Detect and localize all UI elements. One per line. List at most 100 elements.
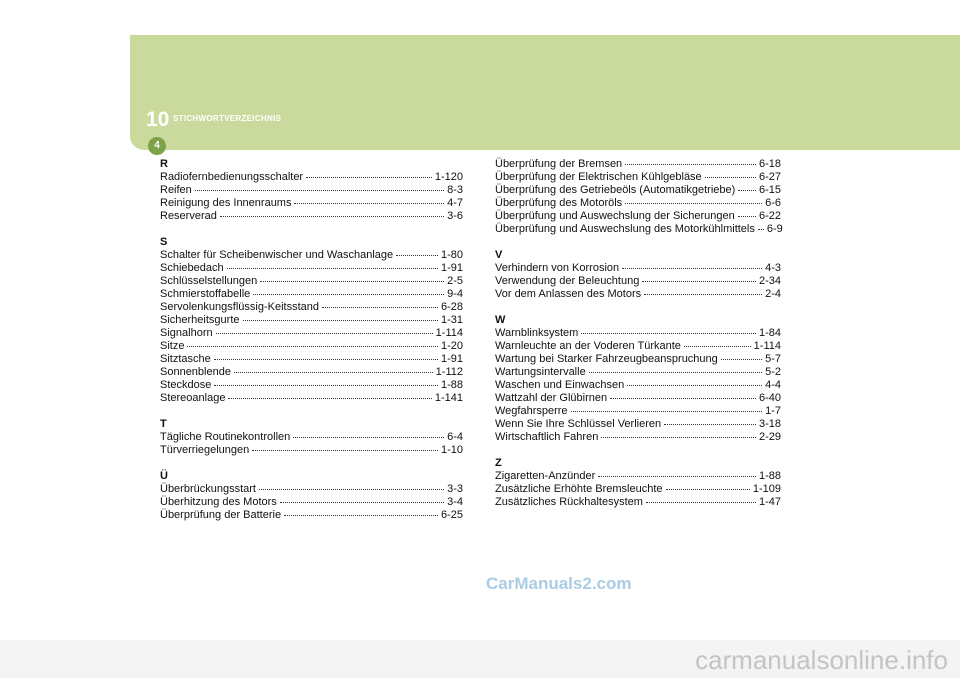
entry-text: Servolenkungsflüssig-Keitsstand — [160, 301, 319, 313]
leader — [213, 359, 438, 360]
index-entry: Zusätzliches Rückhaltesystem 1-47 — [495, 496, 781, 509]
entry-text: Überprüfung und Auswechslung der Sicheru… — [495, 210, 735, 222]
entry-page: 1-120 — [434, 171, 463, 183]
entry-page: 2-29 — [758, 431, 781, 443]
index-entry: Servolenkungsflüssig-Keitsstand 6-28 — [160, 301, 463, 314]
entry-text: Wartungsintervalle — [495, 366, 586, 378]
entry-page: 2-34 — [758, 275, 781, 287]
leader — [214, 385, 438, 386]
index-entry: Überprüfung und Auswechslung des Motorkü… — [495, 223, 783, 236]
entry-text: Überhitzung des Motors — [160, 496, 277, 508]
index-entry: Tägliche Routinekontrollen 6-4 — [160, 431, 463, 444]
index-entry: Verwendung der Beleuchtung 2-34 — [495, 275, 781, 288]
entry-page: 1-91 — [440, 353, 463, 365]
index-entry: Überprüfung der Bremsen 6-18 — [495, 158, 781, 171]
section-letter: S — [160, 236, 168, 248]
index-entry: Türverriegelungen 1-10 — [160, 444, 463, 457]
entry-page: 1-10 — [440, 444, 463, 456]
leader — [187, 346, 438, 347]
index-entry: Wattzahl der Glübirnen 6-40 — [495, 392, 781, 405]
entry-text: Sitztasche — [160, 353, 211, 365]
index-entry: Wirtschaftlich Fahren 2-29 — [495, 431, 781, 444]
entry-page: 1-31 — [440, 314, 463, 326]
entry-text: Schmierstoffabelle — [160, 288, 251, 300]
index-entry: Reserverad 3-6 — [160, 210, 463, 223]
leader — [664, 424, 756, 425]
entry-page: 3-6 — [447, 210, 463, 222]
entry-text: Schalter für Scheibenwischer und Waschan… — [160, 249, 394, 261]
index-entry: Überprüfung der Elektrischen Kühlgebläse… — [495, 171, 781, 184]
leader — [321, 307, 438, 308]
watermark[interactable]: CarManuals2.com — [486, 574, 632, 593]
entry-page: 4-3 — [765, 262, 781, 274]
index-entry: Radiofernbedienungsschalter 1-120 — [160, 171, 463, 184]
leader — [588, 372, 763, 373]
entry-page: 6-9 — [766, 223, 783, 235]
entry-page: 1-141 — [434, 392, 463, 404]
entry-page: 1-7 — [765, 405, 781, 417]
leader — [570, 411, 763, 412]
entry-text: Überprüfung der Elektrischen Kühlgebläse — [495, 171, 702, 183]
page-number: 4 — [148, 137, 166, 155]
entry-text: Reserverad — [160, 210, 217, 222]
entry-page: 8-3 — [447, 184, 463, 196]
leader — [252, 450, 438, 451]
entry-page: 6-15 — [758, 184, 781, 196]
entry-page: 6-6 — [765, 197, 781, 209]
entry-page: 6-28 — [440, 301, 463, 313]
index-entry: Sonnenblende 1-112 — [160, 366, 463, 379]
index-entry: Wenn Sie Ihre Schlüssel Verlieren 3-18 — [495, 418, 781, 431]
leader — [625, 203, 763, 204]
footer-watermark[interactable]: carmanualsonline.info — [695, 645, 948, 675]
leader — [233, 372, 433, 373]
entry-text: Reifen — [160, 184, 192, 196]
chapter-number: 10 — [146, 108, 170, 131]
entry-text: Verhindern von Korrosion — [495, 262, 620, 274]
section-letter: W — [495, 314, 506, 326]
section-letter: V — [495, 249, 503, 261]
entry-page: 1-20 — [440, 340, 463, 352]
entry-page: 1-91 — [440, 262, 463, 274]
entry-text: Wenn Sie Ihre Schlüssel Verlieren — [495, 418, 662, 430]
leader — [610, 398, 756, 399]
index-entry: Schiebedach 1-91 — [160, 262, 463, 275]
spacer — [495, 444, 781, 457]
leader — [396, 255, 438, 256]
entry-page: 2-4 — [765, 288, 781, 300]
header-band — [130, 35, 960, 150]
leader — [625, 164, 756, 165]
entry-page: 9-4 — [447, 288, 463, 300]
entry-text: Überprüfung des Getriebeöls (Automatikge… — [495, 184, 736, 196]
index-column: R Radiofernbedienungsschalter 1-120 Reifen 8… — [160, 158, 463, 522]
section-letter: Ü — [160, 470, 168, 482]
leader — [219, 216, 445, 217]
entry-page: 6-25 — [440, 509, 463, 521]
entry-text: Wegfahrsperre — [495, 405, 568, 417]
entry-text: Waschen und Einwachsen — [495, 379, 625, 391]
leader — [306, 177, 432, 178]
leader — [284, 515, 438, 516]
index-entry: Schalter für Scheibenwischer und Waschan… — [160, 249, 463, 262]
entry-text: Tägliche Routinekontrollen — [160, 431, 291, 443]
leader — [228, 398, 432, 399]
index-entry: Schmierstoffabelle 9-4 — [160, 288, 463, 301]
index-entry: Überprüfung des Motoröls 6-6 — [495, 197, 781, 210]
leader — [645, 502, 756, 503]
leader — [720, 359, 763, 360]
entry-text: Verwendung der Beleuchtung — [495, 275, 640, 287]
entry-page: 3-3 — [447, 483, 463, 495]
leader — [737, 216, 756, 217]
entry-page: 4-4 — [765, 379, 781, 391]
index-entry: Sitze 1-20 — [160, 340, 463, 353]
index-entry: Waschen und Einwachsen 4-4 — [495, 379, 781, 392]
entry-text: Wirtschaftlich Fahren — [495, 431, 599, 443]
spacer — [160, 457, 463, 470]
index-entry: Wegfahrsperre 1-7 — [495, 405, 781, 418]
leader — [757, 229, 764, 230]
index-entry: Wartungsintervalle 5-2 — [495, 366, 781, 379]
leader — [279, 502, 445, 503]
spacer — [160, 405, 463, 418]
index-entry: Reinigung des Innenraums 4-7 — [160, 197, 463, 210]
leader — [260, 281, 445, 282]
